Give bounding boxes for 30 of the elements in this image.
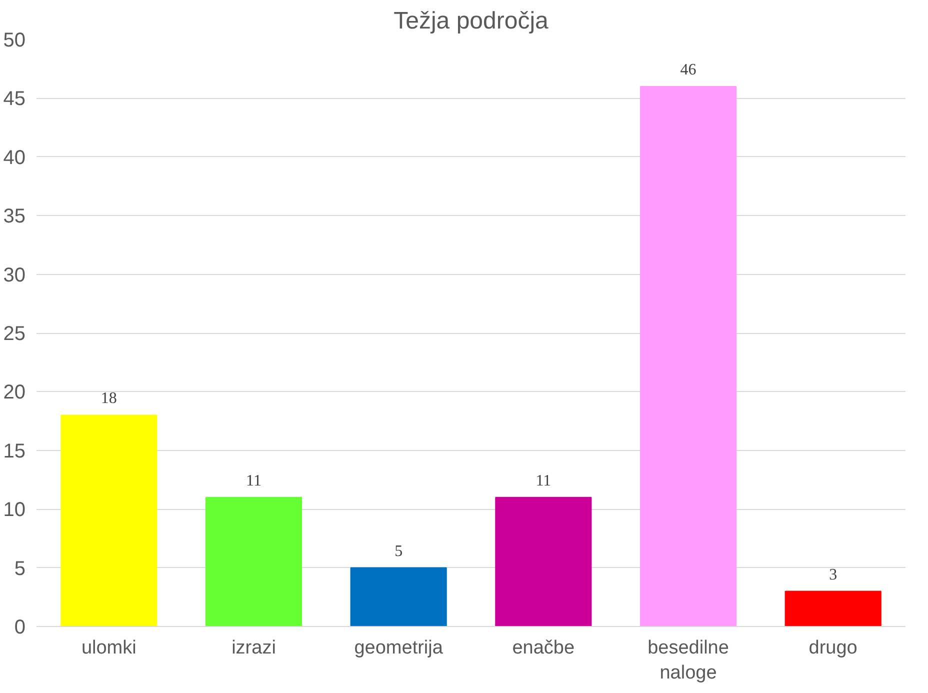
data-label: 5 xyxy=(394,542,403,560)
bar xyxy=(784,590,882,626)
y-tick-label: 0 xyxy=(14,616,26,638)
x-tick-label: drugo xyxy=(808,638,858,658)
data-label: 3 xyxy=(829,566,838,584)
x-tick-label: izrazi xyxy=(232,638,276,658)
data-label: 11 xyxy=(246,472,262,490)
y-tick-label: 15 xyxy=(3,440,26,462)
bar xyxy=(205,496,302,626)
y-tick-label: 40 xyxy=(3,146,26,169)
y-tick-label: 5 xyxy=(14,558,26,580)
data-label: 18 xyxy=(100,390,117,408)
y-tick-label: 50 xyxy=(3,30,26,52)
y-tick-label: 25 xyxy=(3,323,26,345)
bar xyxy=(495,496,592,626)
x-tick-label: ulomki xyxy=(81,638,136,658)
bar xyxy=(60,414,158,626)
bar xyxy=(350,567,447,626)
x-tick-label: enačbe xyxy=(512,638,575,658)
y-tick-label: 20 xyxy=(3,382,26,404)
x-tick-label: geometrija xyxy=(354,638,444,658)
y-tick-label: 10 xyxy=(3,499,26,522)
chart-title: Težja področja xyxy=(394,8,550,34)
data-label: 46 xyxy=(680,61,696,78)
x-tick-label: besedilne naloge xyxy=(648,638,729,684)
y-tick-label: 45 xyxy=(3,88,26,110)
y-tick-label: 30 xyxy=(3,264,26,286)
data-label: 11 xyxy=(536,472,552,490)
y-tick-label: 35 xyxy=(3,206,26,228)
bar xyxy=(640,86,737,626)
